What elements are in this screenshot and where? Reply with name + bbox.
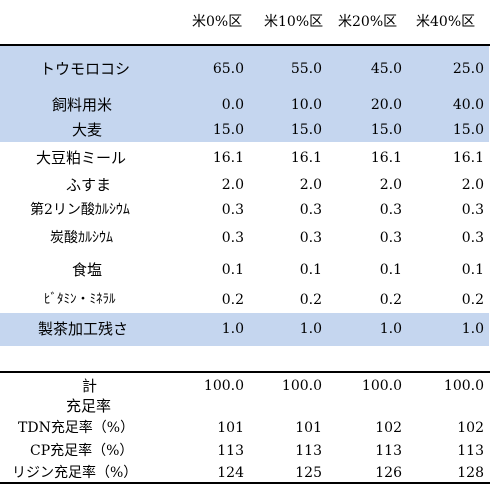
row-value: 15.0 xyxy=(370,122,402,138)
row-value: 40.0 xyxy=(452,97,484,113)
row-value: 124 xyxy=(217,465,244,481)
row-value: 0.2 xyxy=(221,292,244,308)
row-value: 0.3 xyxy=(299,202,322,218)
row-label: ふすま xyxy=(66,176,112,194)
row-value: 1.0 xyxy=(379,321,402,337)
row-value: 16.1 xyxy=(290,150,322,166)
row-value: 0.2 xyxy=(379,292,402,308)
row-label: 大豆粕ミール xyxy=(36,149,127,167)
row-label: CP充足率（%） xyxy=(30,443,134,459)
row-value: 0.0 xyxy=(221,97,244,113)
row-label: 製茶加工残さ xyxy=(38,320,129,338)
row-value: 0.1 xyxy=(461,262,484,278)
row-value: 1.0 xyxy=(221,321,244,337)
row-value: 0.3 xyxy=(379,230,402,246)
mid-rule xyxy=(0,371,490,373)
header-rice-0: 米0%区 xyxy=(192,14,243,30)
row-label: TDN充足率（%） xyxy=(18,420,135,436)
row-value: 1.0 xyxy=(461,321,484,337)
row-label: 飼料用米 xyxy=(52,96,113,114)
highlight-band-corn xyxy=(0,46,489,90)
total-value: 100.0 xyxy=(443,378,484,394)
highlight-band-tea-residue xyxy=(0,313,489,346)
row-label: 炭酸ｶﾙｼｳﾑ xyxy=(50,230,113,246)
highlight-band-rice-barley xyxy=(0,90,489,142)
row-value: 0.1 xyxy=(221,262,244,278)
row-value: 126 xyxy=(375,465,402,481)
row-label: リジン充足率（%） xyxy=(12,465,138,481)
row-value: 2.0 xyxy=(379,177,402,193)
row-value: 0.1 xyxy=(299,262,322,278)
total-value: 100.0 xyxy=(281,378,322,394)
row-value: 102 xyxy=(457,420,484,436)
fulfillment-heading: 充足率 xyxy=(66,397,112,415)
row-value: 16.1 xyxy=(370,150,402,166)
row-value: 16.1 xyxy=(212,150,244,166)
row-value: 113 xyxy=(217,443,244,459)
row-value: 0.3 xyxy=(461,202,484,218)
row-value: 0.3 xyxy=(461,230,484,246)
total-value: 100.0 xyxy=(361,378,402,394)
row-label: 食塩 xyxy=(72,261,103,279)
row-value: 25.0 xyxy=(452,61,484,77)
row-label: 第2リン酸ｶﾙｼｳﾑ xyxy=(30,202,130,218)
row-value: 2.0 xyxy=(461,177,484,193)
row-label: 大麦 xyxy=(72,121,103,139)
total-value: 100.0 xyxy=(203,378,244,394)
row-value: 0.3 xyxy=(379,202,402,218)
total-label: 計 xyxy=(82,377,98,395)
row-value: 20.0 xyxy=(370,97,402,113)
row-value: 0.3 xyxy=(221,230,244,246)
row-value: 2.0 xyxy=(299,177,322,193)
row-value: 15.0 xyxy=(212,122,244,138)
top-rule xyxy=(0,44,490,46)
row-value: 101 xyxy=(295,420,322,436)
row-label: ﾋﾞﾀﾐﾝ・ﾐﾈﾗﾙ xyxy=(44,292,116,307)
row-value: 0.3 xyxy=(299,230,322,246)
row-value: 128 xyxy=(457,465,484,481)
row-value: 2.0 xyxy=(221,177,244,193)
row-value: 0.3 xyxy=(221,202,244,218)
row-value: 55.0 xyxy=(290,61,322,77)
header-rice-40: 米40%区 xyxy=(416,14,476,30)
row-label: トウモロコシ xyxy=(40,60,131,78)
row-value: 16.1 xyxy=(452,150,484,166)
row-value: 101 xyxy=(217,420,244,436)
row-value: 113 xyxy=(457,443,484,459)
row-value: 15.0 xyxy=(452,122,484,138)
row-value: 0.2 xyxy=(461,292,484,308)
row-value: 113 xyxy=(375,443,402,459)
row-value: 1.0 xyxy=(299,321,322,337)
row-value: 102 xyxy=(375,420,402,436)
bottom-rule xyxy=(0,482,490,484)
row-value: 10.0 xyxy=(290,97,322,113)
header-rice-10: 米10%区 xyxy=(264,14,324,30)
row-value: 0.2 xyxy=(299,292,322,308)
header-rice-20: 米20%区 xyxy=(338,14,398,30)
row-value: 113 xyxy=(295,443,322,459)
row-value: 0.1 xyxy=(379,262,402,278)
row-value: 15.0 xyxy=(290,122,322,138)
row-value: 65.0 xyxy=(212,61,244,77)
row-value: 45.0 xyxy=(370,61,402,77)
row-value: 125 xyxy=(295,465,322,481)
